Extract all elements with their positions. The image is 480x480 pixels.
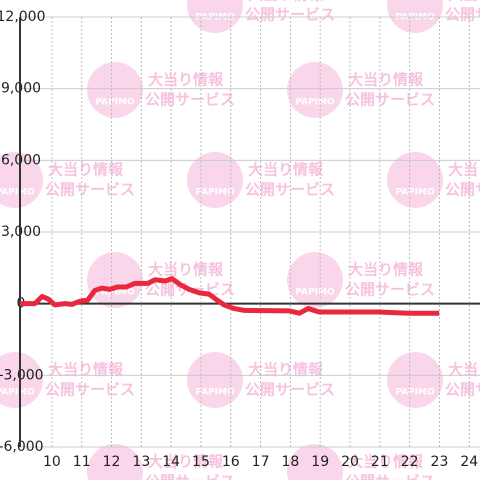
watermark-logo-text: PAPIMO — [295, 98, 335, 108]
x-tick-label: 15 — [192, 454, 210, 470]
x-tick-label: 10 — [43, 454, 61, 470]
x-tick-label: 23 — [431, 454, 449, 470]
watermark-logo-text: PAPIMO — [395, 188, 435, 198]
watermark-text: 大当り情報 — [48, 161, 124, 179]
watermark-text: 大当り情報 — [348, 453, 424, 471]
watermark-text: 大当り情報 — [248, 0, 324, 4]
watermark-logo — [87, 252, 143, 308]
watermark-logo-text: PAPIMO — [0, 188, 35, 198]
watermark-text: 公開サービス — [45, 381, 135, 399]
watermark-logo — [287, 444, 343, 480]
x-tick-label: 13 — [132, 454, 150, 470]
x-tick-label: 18 — [281, 454, 299, 470]
watermark-text: 大当り情報 — [248, 361, 324, 379]
watermark-text: 大当り情報 — [148, 453, 224, 471]
x-tick-label: 11 — [73, 454, 91, 470]
watermark-text: 大当り情報 — [448, 0, 480, 4]
watermark-logo — [387, 352, 443, 408]
x-tick-label: 17 — [252, 454, 270, 470]
watermark-logo-text: PAPIMO — [395, 388, 435, 398]
y-tick-label: 12,000 — [0, 9, 46, 25]
watermark-text: 公開サービス — [45, 181, 135, 199]
watermark-text: 大当り情報 — [48, 361, 124, 379]
x-tick-label: 19 — [311, 454, 329, 470]
x-tick-label: 22 — [401, 454, 419, 470]
watermark-text: 大当り情報 — [448, 161, 480, 179]
x-tick-label: 12 — [103, 454, 121, 470]
watermark-logo-text: PAPIMO — [95, 288, 135, 298]
watermark-logo — [87, 444, 143, 480]
watermark-text: 公開サービス — [145, 91, 235, 109]
watermark-text: 大当り情報 — [348, 261, 424, 279]
watermark-logo-text: PAPIMO — [95, 98, 135, 108]
watermark-logo — [287, 62, 343, 118]
watermark-logo-text: PAPIMO — [195, 188, 235, 198]
y-tick-label: -6,000 — [0, 439, 44, 455]
watermark-text: 公開サービス — [345, 473, 435, 480]
watermark-logo — [187, 0, 243, 33]
watermark-text: 公開サービス — [445, 381, 480, 399]
watermark-text: 大当り情報 — [448, 361, 480, 379]
watermark-logo-text: PAPIMO — [0, 388, 35, 398]
x-tick-label: 24 — [460, 454, 478, 470]
x-tick-label: 16 — [222, 454, 240, 470]
watermark-text: 大当り情報 — [148, 71, 224, 89]
x-tick-label: 21 — [371, 454, 389, 470]
data-line — [20, 276, 440, 316]
watermark-logo — [387, 0, 443, 33]
y-tick-label: -3,000 — [0, 367, 44, 383]
watermark-text: 大当り情報 — [148, 261, 224, 279]
watermark-text: 公開サービス — [445, 6, 480, 24]
watermark-logo — [287, 252, 343, 308]
watermark-logo — [87, 62, 143, 118]
watermark-text: 公開サービス — [345, 281, 435, 299]
watermark-text: 公開サービス — [445, 181, 480, 199]
watermark-logo-text: PAPIMO — [295, 288, 335, 298]
watermark-logo-text: PAPIMO — [195, 388, 235, 398]
watermark-text: 大当り情報 — [248, 161, 324, 179]
x-tick-label: 20 — [341, 454, 359, 470]
watermark-logo — [0, 152, 43, 208]
watermark-logo — [0, 352, 43, 408]
watermark-logo — [187, 352, 243, 408]
watermark-text: 大当り情報 — [348, 71, 424, 89]
watermark-text: 公開サービス — [245, 6, 335, 24]
x-tick-label: 14 — [162, 454, 180, 470]
watermark-logo — [387, 152, 443, 208]
watermark-text: 公開サービス — [345, 91, 435, 109]
watermark-text: 公開サービス — [145, 473, 235, 480]
